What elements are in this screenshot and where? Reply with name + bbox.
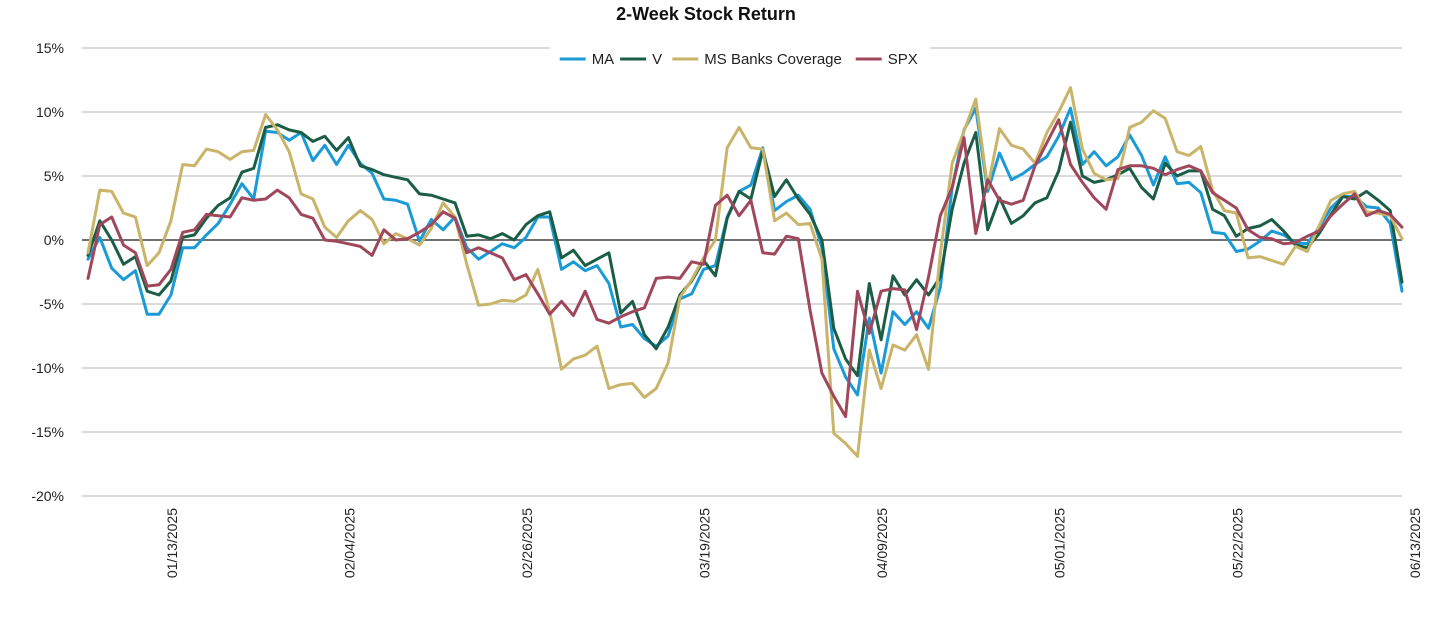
x-tick-label: 05/22/2025 — [1229, 508, 1245, 578]
x-tick-label: 02/26/2025 — [519, 508, 535, 578]
y-tick-label: 5% — [44, 168, 64, 184]
legend-label: MA — [592, 51, 615, 68]
y-tick-label: -10% — [31, 360, 64, 376]
series-line-spx — [86, 118, 1404, 419]
x-tick-label: 06/13/2025 — [1407, 508, 1423, 578]
y-tick-label: -15% — [31, 424, 64, 440]
x-tick-label: 02/04/2025 — [341, 508, 357, 578]
legend-label: MS Banks Coverage — [704, 51, 842, 68]
series-line-ma — [86, 106, 1404, 397]
x-tick-label: 03/19/2025 — [697, 508, 713, 578]
legend-label: V — [652, 51, 662, 68]
x-tick-label: 01/13/2025 — [164, 508, 180, 578]
y-tick-label: 10% — [36, 104, 64, 120]
series-line-ms-banks-coverage — [86, 86, 1404, 458]
series-line-v — [86, 120, 1404, 378]
legend-label: SPX — [888, 51, 918, 68]
x-tick-label: 05/01/2025 — [1052, 508, 1068, 578]
y-tick-label: 15% — [36, 40, 64, 56]
x-tick-label: 04/09/2025 — [874, 508, 890, 578]
y-tick-label: -5% — [39, 296, 64, 312]
y-tick-label: -20% — [31, 488, 64, 504]
y-tick-label: 0% — [44, 232, 64, 248]
chart-title: 2-Week Stock Return — [616, 4, 796, 24]
